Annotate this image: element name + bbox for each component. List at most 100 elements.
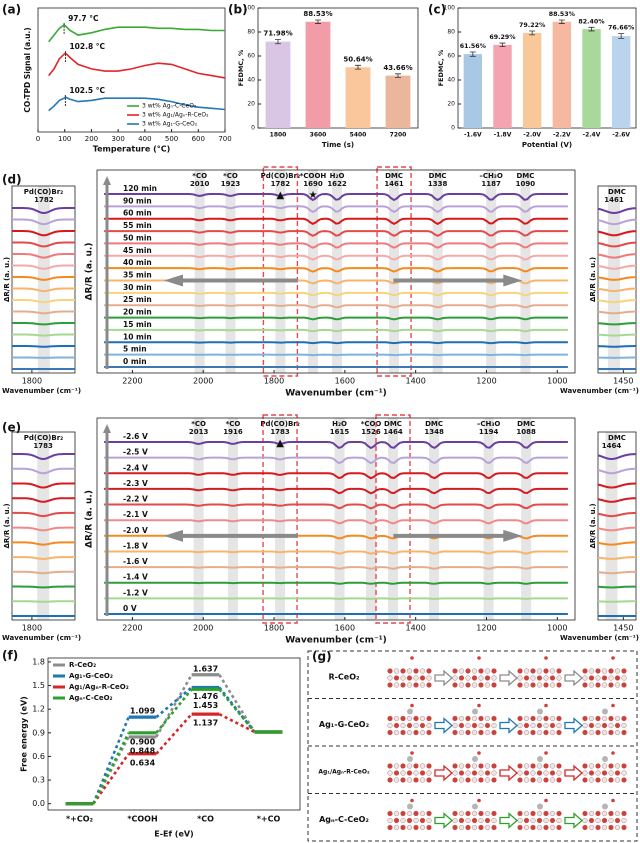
y-axis-label: ΔR/R (a. u.)	[85, 243, 95, 301]
spectrum-line	[12, 287, 75, 292]
series-label: 5 min	[123, 345, 147, 354]
atom	[556, 777, 562, 783]
spectrum-line	[104, 503, 568, 510]
band-value: 2010	[190, 180, 210, 188]
series-line	[48, 96, 226, 112]
spectrum-line	[104, 267, 568, 273]
atom	[595, 763, 601, 769]
value-label: 1.099	[130, 707, 156, 716]
band-label: *CO	[226, 420, 241, 428]
metal-atom	[472, 803, 478, 810]
plot-frame	[37, 7, 226, 133]
atom	[517, 682, 523, 688]
y-axis-label: ΔR/R (a. u.)	[85, 490, 95, 548]
atom	[614, 715, 621, 722]
x-tick-label: 1600	[335, 377, 355, 386]
atom	[543, 777, 549, 783]
y-tick-label: 60	[247, 53, 255, 60]
series-label: -2.0 V	[123, 526, 148, 535]
x-tick-label: 1200	[476, 624, 496, 633]
band-value: 1090	[516, 180, 536, 188]
x-tick-label: 1800	[264, 377, 284, 386]
y-tick-label: 20	[447, 101, 455, 108]
metal-atom	[472, 756, 478, 762]
band	[275, 418, 286, 620]
atom	[595, 777, 601, 783]
spectrum-line	[598, 253, 636, 259]
atom	[601, 810, 608, 817]
band	[388, 418, 399, 620]
atom	[582, 722, 588, 729]
value-label: 69.29%	[489, 34, 516, 41]
atom	[556, 763, 562, 769]
atom	[478, 770, 484, 776]
series-label: -2.1 V	[123, 510, 148, 519]
x-tick-label: *CO	[197, 815, 214, 824]
atom	[608, 824, 614, 831]
band-label: H₂O	[332, 420, 347, 428]
atom	[608, 777, 614, 783]
x-tick-label: 1000	[547, 377, 567, 386]
x-tick-label: 400	[138, 135, 151, 143]
band	[605, 432, 618, 620]
x-tick-label: 1800	[22, 377, 42, 386]
atom	[621, 777, 627, 783]
atom	[530, 668, 536, 674]
atom	[621, 722, 627, 729]
atom	[478, 722, 484, 729]
atom	[536, 824, 543, 831]
atom	[471, 777, 478, 783]
atom	[614, 682, 621, 688]
y-axis-label: Free energy (eV)	[20, 696, 29, 772]
spectrum-line	[12, 333, 75, 337]
atom	[530, 810, 536, 817]
spectrum-line	[12, 322, 75, 326]
atom	[484, 824, 491, 831]
series-label: -2.5 V	[123, 448, 148, 457]
y-tick-label: 1.2	[32, 705, 45, 714]
spectrum-line	[598, 276, 636, 281]
series-label: 35 min	[123, 271, 152, 280]
connector	[218, 674, 256, 733]
spectrum-line	[104, 597, 568, 600]
atom	[426, 777, 432, 783]
atom	[452, 817, 458, 824]
x-tick-label: 3600	[310, 132, 327, 139]
atom	[458, 824, 465, 831]
series-line	[48, 23, 225, 43]
highlight-box	[376, 166, 412, 377]
atom	[491, 682, 497, 688]
series-label: 90 min	[123, 196, 152, 205]
y-axis-label: ΔR/R (a. u.)	[3, 503, 11, 548]
atom	[523, 824, 530, 831]
flow-arrow	[499, 764, 518, 782]
atom	[426, 763, 432, 769]
atom	[517, 777, 523, 783]
atom	[614, 817, 621, 824]
atom	[400, 770, 406, 776]
atom	[601, 668, 608, 674]
value-label: 50.64%	[343, 55, 372, 63]
atom	[517, 715, 523, 722]
atom	[621, 729, 627, 736]
adsorbate	[611, 751, 615, 755]
atom	[452, 763, 458, 769]
atom	[530, 777, 536, 783]
atom	[393, 668, 400, 674]
band-value: 1615	[330, 428, 350, 436]
atom	[419, 770, 426, 776]
spectrum-line	[12, 526, 75, 532]
band-value: 1338	[428, 180, 448, 188]
atom	[543, 763, 549, 769]
atom	[608, 770, 614, 776]
atom	[406, 715, 413, 722]
x-tick-label: -2.2V	[553, 132, 571, 139]
spectrum-line	[598, 585, 636, 589]
atom	[549, 715, 556, 722]
band	[366, 418, 377, 620]
atom	[556, 817, 562, 824]
spectrum-line	[104, 341, 568, 345]
y-tick-label: 1.5	[32, 681, 45, 690]
atom	[452, 824, 458, 831]
band	[483, 418, 494, 620]
